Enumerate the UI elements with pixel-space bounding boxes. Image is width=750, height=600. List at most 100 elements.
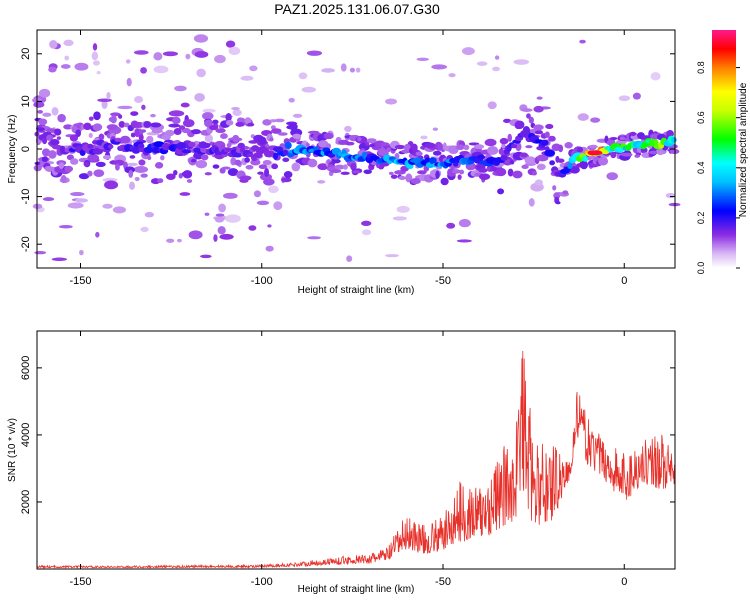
spectrogram-speckle [32,203,43,209]
spectrogram-band-cell [507,133,513,142]
spectrogram-band-cell [87,170,93,177]
spectrogram-speckle [58,224,73,229]
spectrogram-band-cell [288,123,298,131]
spectrogram-speckle [344,125,352,132]
spectrogram-speckle [102,203,113,209]
spectrogram-band-cell [128,170,134,178]
spectrogram-speckle [306,86,312,92]
spectrogram-band-cell [197,162,207,166]
spectrogram-speckle [125,59,131,64]
snr-y-ticks: 2000 4000 6000 [20,356,675,514]
spectrogram-x-label: Height of straight line (km) [298,285,415,296]
spectrogram-speckle [51,107,59,116]
spectrogram-ridge-cell [92,147,103,155]
spectrogram-x-tick-label: -150 [69,275,91,287]
spectrogram-band-cell [178,125,186,130]
spectrogram-band-cell [227,168,239,176]
spectrogram-band-cell [33,164,42,172]
spectrogram-band-cell [363,169,372,175]
snr-panel: -150 -100 -50 0 2000 4000 6000 Height of stra… [7,330,676,595]
spectrogram-band-cell [165,173,176,181]
spectrogram-ridge-cell [153,141,165,148]
spectrogram-speckle [60,64,71,69]
spectrogram-band-cell [63,124,73,130]
spectrogram-band-cell [528,116,534,124]
spectrogram-speckle [204,212,210,216]
spectrogram-speckle [64,55,70,61]
spectrogram-speckle [307,236,321,240]
spectrogram-band-cell [548,135,556,142]
spectrogram-band-cell [474,144,485,150]
spectrogram-band-cell [234,159,242,166]
snr-x-tick-label: -100 [251,576,273,588]
spectrogram-band-cell [130,111,139,116]
spectrogram-x-tick-label: -50 [435,275,451,287]
spectrogram-band-cell [48,150,57,159]
spectrogram-speckle [42,197,55,202]
spectrogram-speckle [128,181,135,190]
spectrogram-speckle [456,239,472,243]
spectrogram-band-cell [417,170,427,175]
spectrogram-band-cell [154,161,164,169]
spectrogram-band-cell [545,123,554,130]
spectrogram-ridge-cell [549,160,556,166]
spectrogram-speckle [476,61,488,66]
spectrogram-band-cell [569,166,580,174]
spectrogram-x-tick-label: 0 [621,275,627,287]
spectrogram-speckle [346,255,353,262]
spectrogram-band-cell [140,173,148,178]
spectrogram-band-cell [143,121,152,128]
spectrogram-ridge-cell [176,141,187,150]
spectrogram-speckle [112,206,126,214]
snr-x-tick-label: -150 [69,576,91,588]
spectrogram-band-cell [323,132,334,140]
spectrogram-speckle [448,73,456,78]
spectrogram-speckle [265,245,274,252]
spectrogram-band-cell [521,108,533,112]
spectrogram-band-cell [415,151,423,156]
spectrogram-band-cell [257,171,264,175]
spectrogram-speckle [180,102,190,108]
spectrogram-band-cell [552,185,557,191]
spectrogram-speckle [267,224,272,228]
spectrogram-speckle [446,222,456,229]
spectrogram-band-cell [130,132,136,138]
spectrogram-band-cell [172,116,181,125]
spectrogram-band-cell [334,164,345,170]
spectrogram-speckle [361,229,372,236]
spectrogram-band-cell [562,190,569,195]
spectrogram-band-cell [56,136,61,140]
spectrogram-band-cell [544,131,550,138]
spectrogram-speckle [49,40,58,49]
spectrogram-speckle [218,203,226,213]
spectrogram-speckle [153,65,169,74]
spectrogram-ridge-cell [540,139,549,146]
spectrogram-band-cell [202,112,214,120]
spectrogram-speckle [340,63,347,72]
spectrogram-band-cell [478,173,491,181]
spectrogram-speckle [536,96,543,100]
spectrogram-ridge-cell [477,154,486,160]
spectrogram-speckle [127,162,138,167]
spectrogram-band-cell [118,114,123,119]
spectrogram-band-cell [610,136,618,141]
spectrogram-speckle [70,192,85,197]
spectrogram-ridge-cell [87,143,94,149]
snr-series-line [36,351,676,570]
spectrogram-band-cell [507,168,514,177]
spectrogram-band-cell [411,143,418,153]
spectrogram-speckle [432,127,439,131]
spectrogram-band-cell [657,150,664,156]
spectrogram-band-cell [60,174,67,183]
snr-y-tick-label: 4000 [20,423,32,447]
spectrogram-speckle [117,105,133,110]
spectrogram-band-cell [495,167,507,177]
spectrogram-band-cell [147,155,152,161]
spectrogram-speckle [396,205,410,213]
spectrogram-ridge-cell [137,143,145,149]
spectrogram-speckle [513,59,530,65]
spectrogram-ridge-cell [246,153,254,158]
spectrogram-band-cell [531,171,537,176]
spectrogram-speckle [193,34,209,43]
spectrogram-ridge-cell [272,146,284,153]
